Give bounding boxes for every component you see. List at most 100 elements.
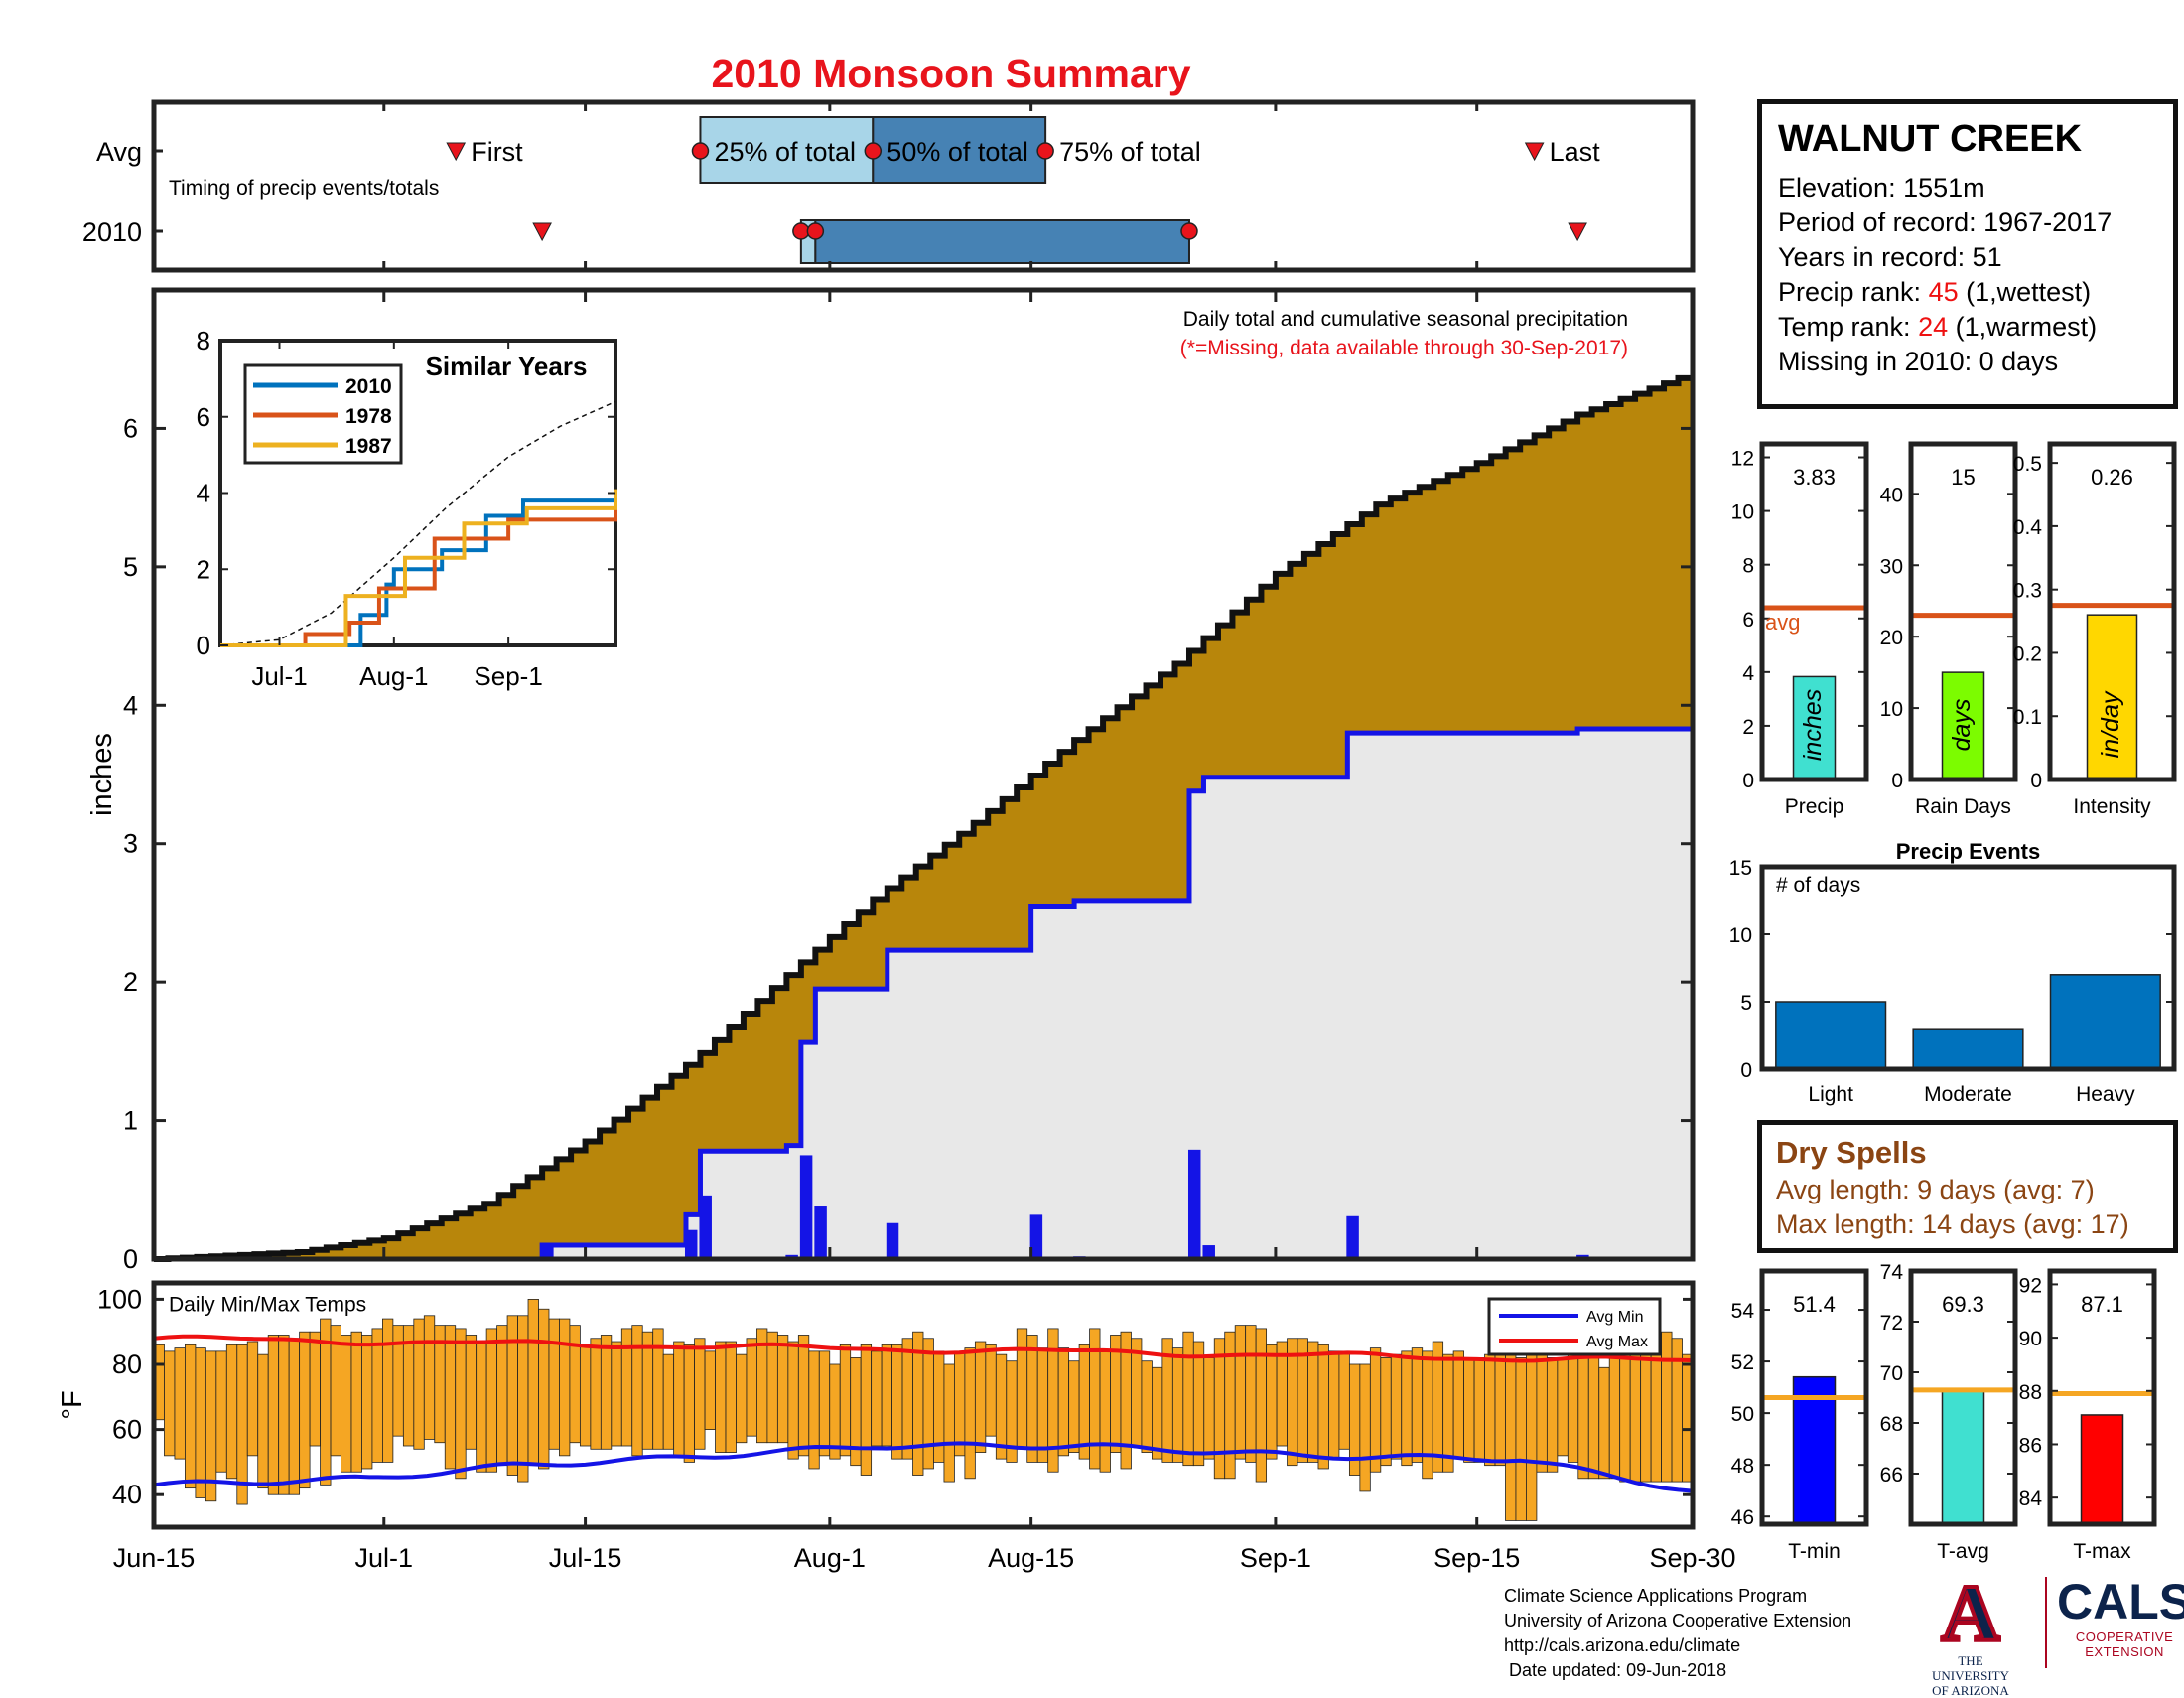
daily-temp-bar-108 <box>1276 1341 1288 1447</box>
daily-temp-bar-7 <box>225 1344 238 1480</box>
daily-temp-bar-100 <box>1192 1341 1205 1467</box>
footer-credits: Climate Science Applications Program Uni… <box>1504 1584 1851 1683</box>
daily-temp-bar-52 <box>694 1338 706 1450</box>
daily-temp-bar-142 <box>1629 1353 1642 1483</box>
tmax-value-label: 87.1 <box>2081 1292 2123 1317</box>
cumulative-subtitle: (*=Missing, data available through 30-Se… <box>1180 337 1628 359</box>
tmin-value-label: 51.4 <box>1793 1292 1836 1317</box>
daily-temp-bar-128 <box>1484 1353 1496 1467</box>
precip-rank-suffix: (1,wettest) <box>1958 277 2092 307</box>
tmin-ytick-label-48: 48 <box>1731 1455 1754 1478</box>
similar-years-line-2010 <box>220 498 617 647</box>
daily-temp-bar-83 <box>1016 1328 1028 1450</box>
daily-temp-bar-41 <box>579 1344 592 1447</box>
daily-temp-bar-38 <box>548 1318 560 1450</box>
daily-temp-bar-91 <box>1099 1350 1111 1473</box>
intensity-xlabel: Intensity <box>2073 795 2151 818</box>
temp-legend-label-min: Avg Min <box>1586 1309 1644 1326</box>
daily-temp-bar-15 <box>309 1331 321 1447</box>
precip-events-xlabel-moderate: Moderate <box>1924 1083 2012 1106</box>
daily-temp-bar-139 <box>1598 1366 1610 1480</box>
precip-rank-value: 45 <box>1928 277 1959 307</box>
daily-temp-bar-3 <box>185 1344 197 1489</box>
precip-events-frame <box>1759 864 2177 1072</box>
tmin-ytick-label-54: 54 <box>1731 1300 1755 1323</box>
daily-temp-bar-129 <box>1494 1350 1506 1467</box>
footer-line-3: http://cals.arizona.edu/climate <box>1504 1635 1741 1655</box>
daily-temp-bar-65 <box>829 1363 841 1460</box>
precip-ytick-label-10: 10 <box>1731 501 1754 524</box>
cumulative-ylabel: inches <box>86 733 118 816</box>
timing-row-label-avg: Avg <box>96 137 142 167</box>
temp-title: Daily Min/Max Temps <box>169 1293 366 1316</box>
timing-q25-label: 25% of total <box>714 137 856 167</box>
daily-temp-bar-26 <box>423 1315 436 1440</box>
station-info-box: WALNUT CREEK Elevation: 1551m Period of … <box>1757 99 2178 409</box>
tmax-xlabel: T-max <box>2073 1540 2131 1563</box>
daily-temp-bar-123 <box>1432 1341 1444 1473</box>
daily-temp-bar-19 <box>350 1331 362 1473</box>
footer-line-2: University of Arizona Cooperative Extens… <box>1504 1611 1852 1630</box>
date-axis-label-5: Sep-1 <box>1240 1543 1311 1573</box>
tavg-ytick-label-66: 66 <box>1880 1464 1903 1486</box>
rain_days-ytick-label-0: 0 <box>1891 770 1903 792</box>
temp-rank-prefix: Temp rank: <box>1778 312 1919 342</box>
precip-rank: Precip rank: 45 (1,wettest) <box>1778 275 2157 310</box>
cumulative-ytick-label-1: 1 <box>123 1106 138 1136</box>
daily-temp-bar-106 <box>1255 1328 1268 1483</box>
precip-value-label: 3.83 <box>1793 465 1836 490</box>
timing-q75-label: 75% of total <box>1059 137 1201 167</box>
daily-temp-bar-87 <box>1057 1347 1070 1457</box>
date-axis-label-3: Aug-1 <box>794 1543 866 1573</box>
precip-events-ytick-label-5: 5 <box>1740 992 1752 1015</box>
precip-events-title: Precip Events <box>1896 839 2041 864</box>
avg-min-temp-line <box>153 1441 1694 1493</box>
tavg-ytick-label-70: 70 <box>1880 1362 1903 1385</box>
footer-line-4: Date updated: 09-Jun-2018 <box>1504 1660 1727 1680</box>
precip-xlabel: Precip <box>1785 795 1844 818</box>
daily-temp-bar-111 <box>1307 1341 1319 1463</box>
rain_days-ytick-label-20: 20 <box>1880 627 1903 649</box>
daily-temp-bar-134 <box>1546 1357 1559 1473</box>
precip-avg-label: avg <box>1765 610 1800 635</box>
daily-temp-bar-49 <box>662 1353 675 1450</box>
daily-temp-bar-84 <box>1026 1335 1038 1463</box>
tmin-ytick-label-52: 52 <box>1731 1351 1754 1374</box>
daily-temp-bar-117 <box>1369 1347 1382 1473</box>
daily-temp-bar-77 <box>954 1350 966 1457</box>
daily-temp-bar-30 <box>465 1335 478 1450</box>
footer-line-1: Climate Science Applications Program <box>1504 1586 1808 1606</box>
timing-avg-q1-box <box>699 116 875 184</box>
daily-temp-bar-85 <box>1036 1347 1049 1463</box>
daily-temp-bar-107 <box>1266 1344 1278 1460</box>
daily-temp-bar-135 <box>1557 1357 1569 1457</box>
daily-temp-bar-50 <box>673 1341 685 1457</box>
ua-letter-logo: A <box>1939 1568 2001 1658</box>
similar-years-line-1987 <box>220 489 617 647</box>
precip-events-ytick-label-15: 15 <box>1729 857 1752 880</box>
similar-years-legend-label-1978: 1978 <box>345 405 392 428</box>
daily-temp-bar-6 <box>215 1350 227 1473</box>
tavg-value-label: 69.3 <box>1942 1292 1984 1317</box>
daily-temp-bar-14 <box>299 1331 311 1489</box>
daily-temp-bar-112 <box>1317 1344 1329 1470</box>
similar-years-ytick-label-4: 4 <box>197 479 210 508</box>
tavg-panel-frame <box>1908 1268 2018 1527</box>
dry-spells-box: Dry Spells Avg length: 9 days (avg: 7) M… <box>1757 1120 2178 1253</box>
tavg-bar <box>1941 1389 1985 1525</box>
tmin-panel-frame <box>1759 1268 1869 1527</box>
rain_days-xlabel: Rain Days <box>1915 795 2011 818</box>
daily-temp-bar-118 <box>1380 1357 1392 1467</box>
daily-temp-bar-21 <box>371 1328 383 1463</box>
year-cumulative-line <box>154 726 1693 1262</box>
daily-temp-bar-102 <box>1213 1338 1226 1480</box>
precip-ytick-label-6: 6 <box>1742 609 1754 632</box>
timing-first-label: First <box>471 137 523 167</box>
daily-temp-bar-89 <box>1078 1344 1090 1460</box>
daily-temp-bar-127 <box>1473 1357 1485 1463</box>
intensity-ytick-label-0: 0 <box>2030 770 2042 792</box>
tavg-ytick-label-74: 74 <box>1880 1261 1904 1284</box>
timing-last-label: Last <box>1550 137 1601 167</box>
tmin-ytick-label-50: 50 <box>1731 1403 1754 1426</box>
daily-temp-bar-68 <box>860 1344 873 1476</box>
